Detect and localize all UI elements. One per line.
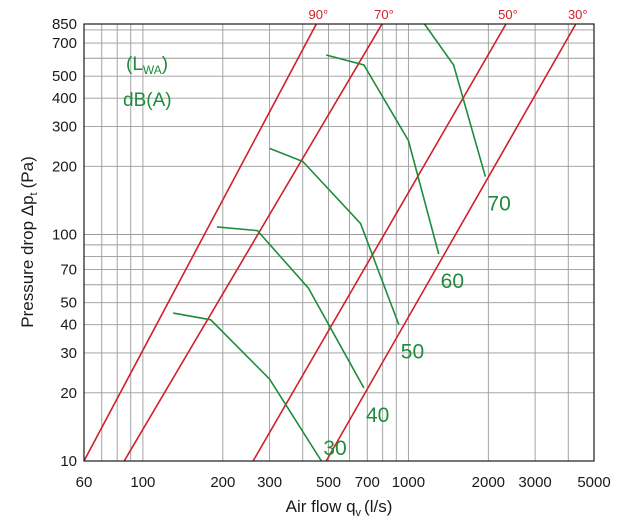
x-tick-label: 3000 (518, 474, 551, 491)
sound-level-line-40 (216, 226, 365, 389)
angle-label: 70° (374, 7, 394, 22)
y-tick-label: 850 (52, 16, 77, 33)
sound-level-line-70 (423, 24, 487, 177)
x-axis-title-main: Air flow q (286, 497, 356, 516)
y-tick-label: 50 (60, 295, 77, 312)
y-tick-label: 20 (60, 385, 77, 402)
sound-level-label: 50 (401, 341, 424, 364)
sound-level-label: 70 (487, 193, 510, 216)
y-axis-title-main: Pressure drop Δp (18, 195, 37, 327)
x-tick-label: 500 (316, 474, 341, 491)
sound-level-label: 40 (366, 404, 389, 427)
x-tick-label: 100 (130, 474, 155, 491)
series-labels: 90° 70° 50° 30° 30 40 50 60 70 (309, 7, 588, 460)
x-axis-title-unit: (l/s) (364, 497, 392, 516)
angle-line-30deg (325, 24, 577, 461)
plot-frame (83, 23, 595, 462)
angle-label: 90° (309, 7, 329, 22)
x-tick-label: 300 (257, 474, 282, 491)
y-tick-label: 70 (60, 262, 77, 279)
y-tick-label: 10 (60, 453, 77, 470)
sound-level-line-60 (325, 54, 440, 255)
x-axis-title: Air flow qv (l/s) (286, 497, 393, 519)
x-axis-title-sub: v (356, 507, 362, 519)
y-axis-title-sub: t (28, 192, 40, 195)
y-tick-label: 500 (52, 68, 77, 85)
y-tick-label: 700 (52, 35, 77, 52)
y-axis-title-unit: (Pa) (18, 156, 37, 188)
x-tick-label: 5000 (577, 474, 610, 491)
sound-level-line-30 (173, 312, 323, 461)
angle-line-70deg (123, 24, 383, 461)
y-tick-labels: 10 20 30 40 50 70 100 200 300 400 500 700 850 (52, 16, 77, 470)
x-tick-label: 2000 (472, 474, 505, 491)
x-tick-label: 60 (76, 474, 93, 491)
angle-label: 50° (498, 7, 518, 22)
y-tick-label: 30 (60, 345, 77, 362)
legend-title-sub: WA (143, 63, 162, 77)
y-axis-title: Pressure drop Δpt (Pa) (18, 156, 40, 328)
x-tick-label: 1000 (392, 474, 425, 491)
data-lines (84, 24, 577, 461)
sound-level-label: 30 (323, 437, 346, 460)
legend-title-main: (L (126, 54, 143, 75)
legend-title: (LWA) (126, 54, 168, 77)
legend-unit: dB(A) (123, 90, 172, 111)
y-tick-label: 400 (52, 90, 77, 107)
legend-title-close: ) (162, 54, 168, 75)
y-tick-label: 100 (52, 227, 77, 244)
angle-label: 30° (568, 7, 588, 22)
grid-lines (84, 24, 594, 461)
angle-line-90deg (84, 24, 318, 461)
y-tick-label: 300 (52, 118, 77, 135)
angle-line-50deg (252, 24, 507, 461)
sound-level-label: 60 (441, 270, 464, 293)
y-tick-label: 40 (60, 317, 77, 334)
x-tick-labels: 60 100 200 300 500 700 1000 2000 3000 5000 (76, 474, 611, 491)
x-tick-label: 200 (210, 474, 235, 491)
y-tick-label: 200 (52, 158, 77, 175)
sound-level-line-50 (269, 147, 400, 325)
x-tick-label: 700 (355, 474, 380, 491)
